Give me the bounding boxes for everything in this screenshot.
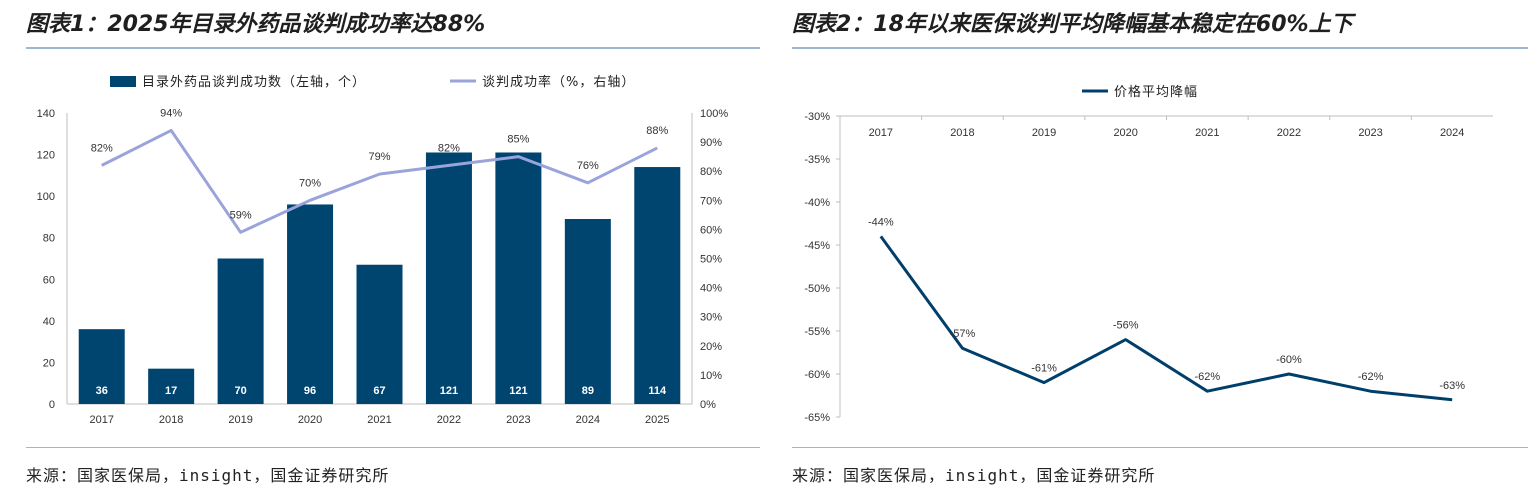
legend-bar-label: 目录外药品谈判成功数（左轴，个） [142,75,366,90]
decline-data-label: -63% [1439,380,1465,392]
bar-value-label: 96 [304,385,316,397]
left-y-tick-label: 80 [43,233,55,245]
x-tick-label: 2020 [1113,127,1137,139]
right-y-tick-label: 60% [700,224,722,236]
bar [148,368,195,404]
left-y-tick-label: 120 [37,150,55,162]
x-tick-label: 2023 [506,414,530,426]
right-y-tick-label: 70% [700,195,722,207]
bar-value-label: 70 [234,385,246,397]
left-y-tick-label: 20 [43,357,55,369]
rate-data-label: 82% [91,142,113,154]
x-tick-label: 2018 [159,414,183,426]
x-tick-label: 2023 [1358,127,1382,139]
bar-value-label: 121 [509,385,527,397]
bar-value-label: 89 [582,385,594,397]
decline-data-label: -44% [868,216,894,228]
decline-data-label: -62% [1194,371,1220,383]
x-tick-label: 2022 [437,414,461,426]
y-tick-label: -30% [804,111,830,123]
x-tick-label: 2022 [1277,127,1301,139]
figure-1-bottom-rule [26,447,760,448]
figure-2-title: 图表2：18年以来医保谈判平均降幅基本稳定在60%上下 [792,12,1353,37]
decline-data-label: -57% [950,328,976,340]
legend-line-label: 价格平均降幅 [1114,84,1198,100]
figure-2-panel: 图表2：18年以来医保谈判平均降幅基本稳定在60%上下 -30% -35% -40%… [774,0,1528,496]
bar-value-label: 114 [648,385,667,397]
rate-data-label: 85% [507,134,529,146]
x-tick-label: 2025 [645,414,669,426]
decline-data-label: -62% [1358,371,1384,383]
bar-value-label: 17 [165,385,177,397]
bar [495,152,542,404]
figure-2-top-rule [792,47,1528,49]
rate-data-label: 76% [577,160,599,172]
bar [217,258,264,404]
right-y-tick-label: 100% [700,108,728,120]
rate-data-label: 94% [160,107,182,119]
figure-1-chart: 0 20 40 60 80 100 120 140 0% 10% 20% 30% 40% 50% 60% 70… [37,74,729,426]
left-y-tick-label: 140 [37,108,55,120]
decline-data-label: -61% [1031,363,1057,375]
bar [564,219,611,404]
bar-value-label: 121 [440,385,458,397]
x-tick-label: 2021 [1195,127,1219,139]
figure-1-top-rule [26,47,760,49]
y-tick-label: -55% [804,326,830,338]
figure-2-bottom-rule [792,447,1528,448]
decline-line [879,235,1453,402]
x-tick-label: 2018 [950,127,974,139]
x-tick-label: 2021 [367,414,391,426]
y-tick-label: -40% [804,197,830,209]
rate-data-label: 70% [299,177,321,189]
left-y-tick-label: 0 [49,399,55,411]
rate-line [101,128,658,234]
decline-data-label: -60% [1276,354,1302,366]
figure-1-panel: 图表1：2025年目录外药品谈判成功率达88% 0 20 40 60 80 100 120 1… [0,0,760,496]
right-y-tick-label: 80% [700,166,722,178]
bar [425,152,472,404]
y-tick-label: -60% [804,369,830,381]
x-tick-label: 2024 [576,414,600,426]
figure-2-source: 来源：国家医保局，insight，国金证券研究所 [792,466,1156,485]
x-tick-label: 2019 [1032,127,1056,139]
bar-value-label: 67 [373,385,385,397]
bar [287,204,334,404]
right-y-tick-label: 50% [700,254,722,266]
rate-data-label: 88% [646,125,668,137]
right-y-tick-label: 20% [700,341,722,353]
y-tick-label: -65% [804,412,830,424]
rate-data-label: 82% [438,142,460,154]
right-y-tick-label: 90% [700,137,722,149]
figure-1-source: 来源：国家医保局，insight，国金证券研究所 [26,466,390,485]
legend-bar-swatch [110,76,136,87]
x-tick-label: 2020 [298,414,322,426]
rate-data-label: 59% [230,209,252,221]
figure-2-chart: -30% -35% -40% -45% -50% -55% -60% -65% 2017 2018… [804,84,1493,424]
x-tick-label: 2024 [1440,127,1464,139]
bar [356,264,403,404]
decline-data-label: -56% [1113,320,1139,332]
right-y-tick-label: 30% [700,312,722,324]
left-y-tick-label: 40 [43,316,55,328]
bar-value-label: 36 [96,385,108,397]
left-y-tick-label: 100 [37,191,55,203]
right-y-tick-label: 0% [700,399,716,411]
x-tick-label: 2017 [869,127,893,139]
x-tick-label: 2017 [89,414,113,426]
y-tick-label: -45% [804,240,830,252]
x-tick-label: 2019 [228,414,252,426]
figure-1-title: 图表1：2025年目录外药品谈判成功率达88% [26,12,486,37]
rate-data-label: 79% [368,151,390,163]
bar [634,167,681,404]
legend-line-label: 谈判成功率（%，右轴） [482,74,635,90]
right-y-tick-label: 40% [700,283,722,295]
y-tick-label: -35% [804,154,830,166]
right-y-tick-label: 10% [700,370,722,382]
left-y-tick-label: 60 [43,274,55,286]
bar [78,329,125,404]
y-tick-label: -50% [804,283,830,295]
